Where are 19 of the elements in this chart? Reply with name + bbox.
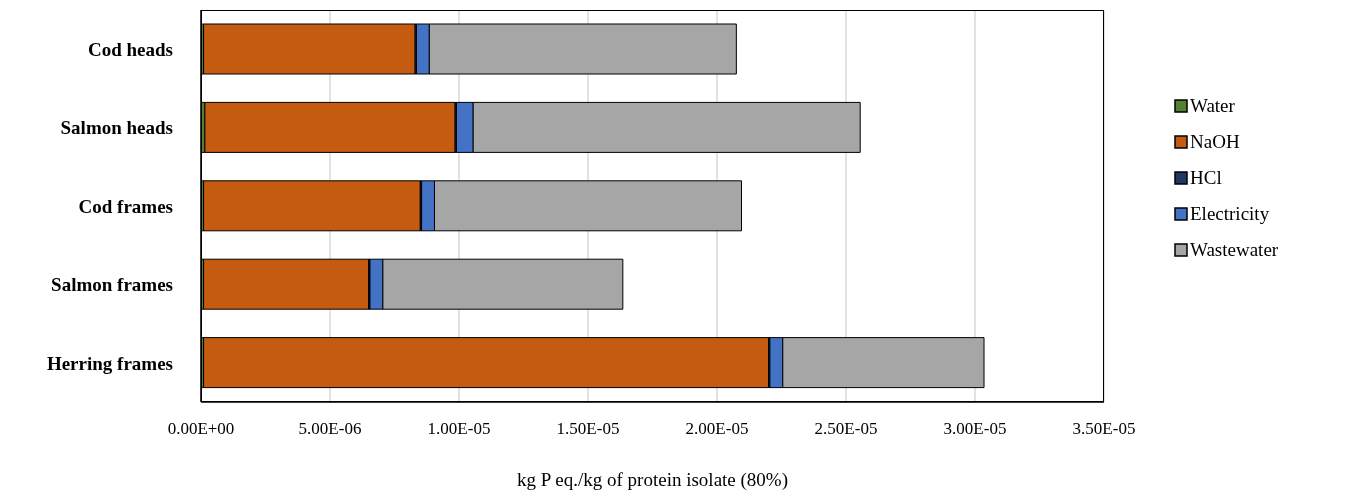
x-tick-label: 1.50E-05: [556, 419, 620, 439]
y-tick-label: Salmon heads: [60, 117, 173, 139]
legend-label: HCl: [1190, 167, 1222, 189]
x-tick-label: 3.00E-05: [943, 419, 1007, 439]
y-tick-label: Cod heads: [88, 38, 173, 60]
y-tick-label: Cod frames: [78, 195, 173, 217]
x-tick-label: 1.00E-05: [427, 419, 491, 439]
legend-label: Electricity: [1190, 203, 1270, 225]
x-tick-label: 3.50E-05: [1072, 419, 1136, 439]
legend-label: Wastewater: [1190, 239, 1279, 261]
legend-label: Water: [1190, 95, 1235, 117]
y-tick-label: Herring frames: [46, 352, 173, 374]
x-tick-label: 2.50E-05: [814, 419, 878, 439]
x-axis-title: kg P eq./kg of protein isolate (80%): [516, 469, 789, 491]
x-tick-label: 5.00E-06: [298, 419, 362, 439]
x-tick-label: 0.00E+00: [167, 419, 235, 439]
legend-label: NaOH: [1190, 131, 1240, 153]
y-tick-label: Salmon frames: [51, 274, 173, 296]
x-tick-label: 2.00E-05: [685, 419, 749, 439]
